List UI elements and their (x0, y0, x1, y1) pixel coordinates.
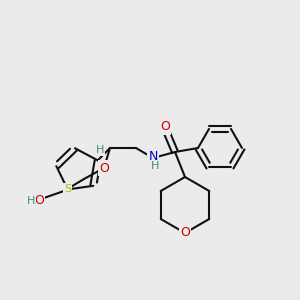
Text: O: O (34, 194, 44, 206)
Text: O: O (180, 226, 190, 239)
Text: H: H (27, 196, 35, 206)
Text: S: S (64, 184, 71, 194)
Text: H: H (151, 161, 159, 171)
Text: O: O (160, 121, 170, 134)
Text: H: H (96, 145, 104, 155)
Text: N: N (148, 149, 158, 163)
Text: O: O (99, 161, 109, 175)
